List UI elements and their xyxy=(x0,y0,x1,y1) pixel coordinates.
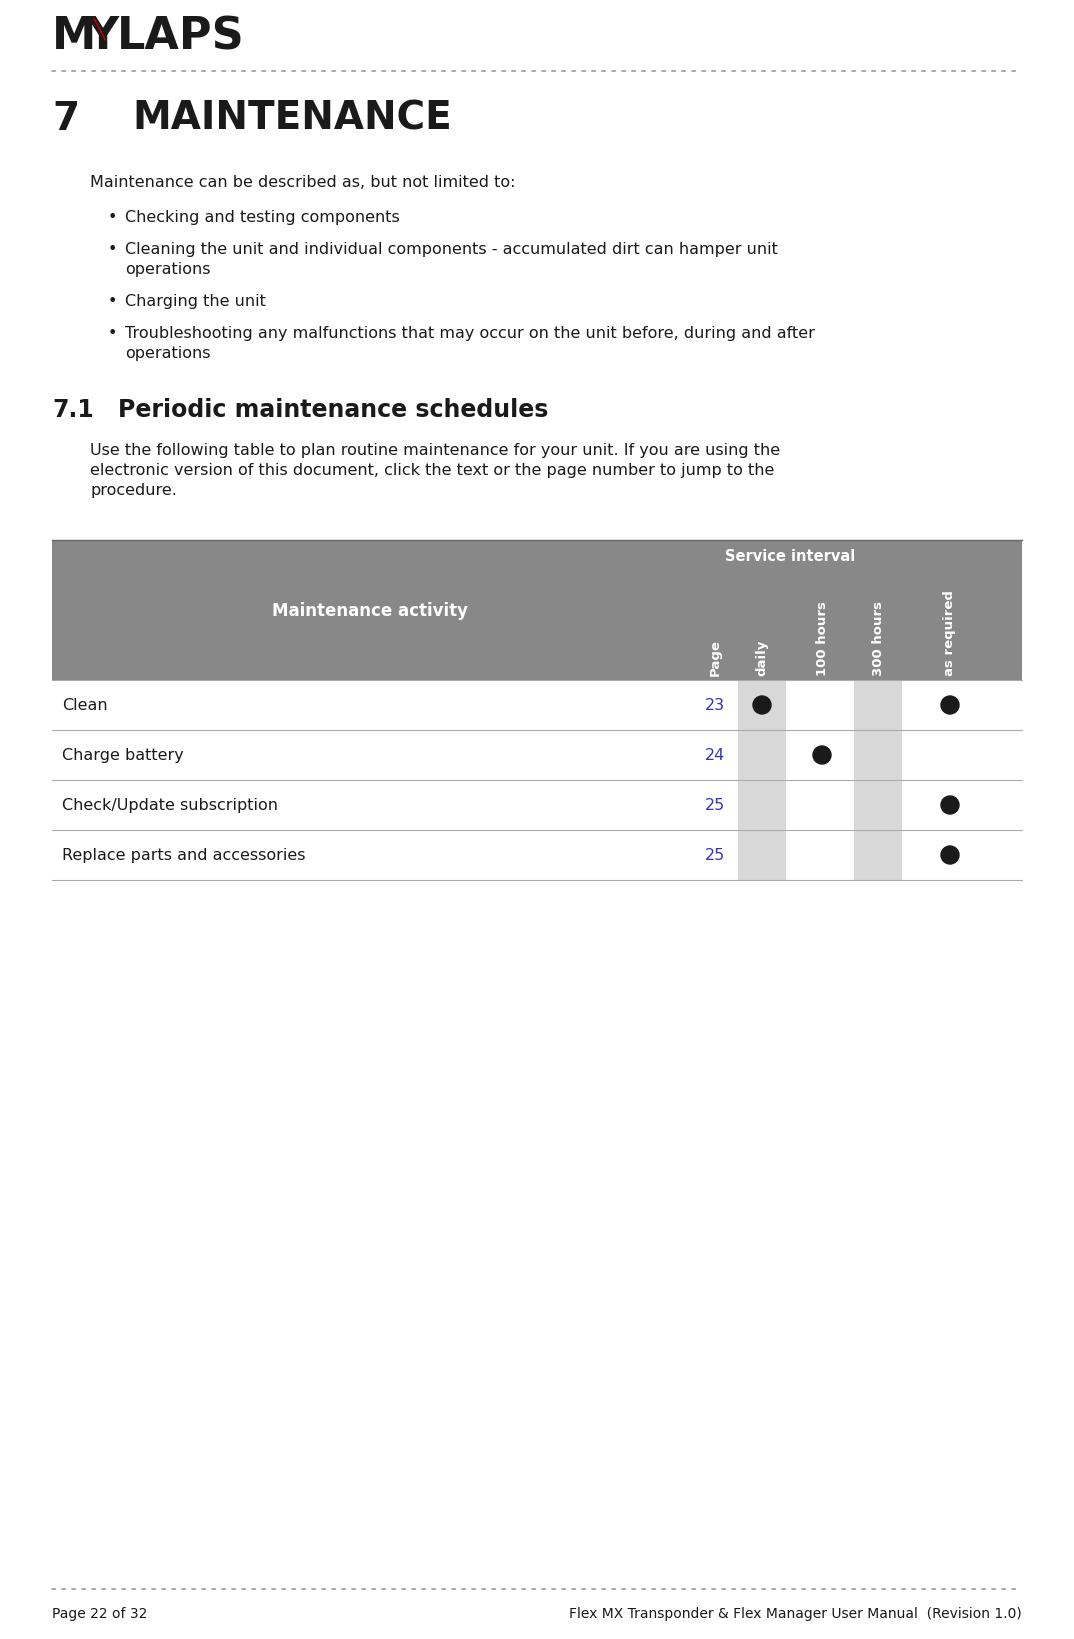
Text: Page: Page xyxy=(709,639,722,675)
Bar xyxy=(738,780,786,831)
Text: Periodic maintenance schedules: Periodic maintenance schedules xyxy=(118,398,549,421)
Text: •: • xyxy=(108,293,117,308)
Bar xyxy=(52,780,1022,831)
Text: 300 hours: 300 hours xyxy=(871,600,885,675)
Text: •: • xyxy=(108,210,117,225)
Text: Maintenance activity: Maintenance activity xyxy=(272,602,468,620)
Text: •: • xyxy=(108,326,117,341)
Bar xyxy=(738,831,786,880)
Bar xyxy=(52,731,1022,780)
Text: procedure.: procedure. xyxy=(90,484,177,498)
Text: operations: operations xyxy=(125,346,211,361)
Text: 24: 24 xyxy=(705,747,725,764)
Text: Flex MX Transponder & Flex Manager User Manual  (Revision 1.0): Flex MX Transponder & Flex Manager User … xyxy=(569,1606,1022,1619)
Text: 23: 23 xyxy=(705,698,725,713)
Text: 100 hours: 100 hours xyxy=(815,602,828,675)
Circle shape xyxy=(753,697,771,715)
Circle shape xyxy=(941,797,959,815)
Text: as required: as required xyxy=(943,590,957,675)
Text: Clean: Clean xyxy=(62,698,107,713)
Text: electronic version of this document, click the text or the page number to jump t: electronic version of this document, cli… xyxy=(90,462,774,477)
Bar xyxy=(854,731,902,780)
Text: 25: 25 xyxy=(705,847,725,864)
Bar xyxy=(52,541,1022,680)
Bar xyxy=(854,780,902,831)
Text: Y: Y xyxy=(86,15,118,57)
Bar xyxy=(52,680,1022,731)
Circle shape xyxy=(941,697,959,715)
Text: 7: 7 xyxy=(52,100,79,138)
Text: Cleaning the unit and individual components - accumulated dirt can hamper unit: Cleaning the unit and individual compone… xyxy=(125,243,778,257)
Text: operations: operations xyxy=(125,262,211,277)
Bar xyxy=(738,731,786,780)
Circle shape xyxy=(813,746,831,764)
Text: Page 22 of 32: Page 22 of 32 xyxy=(52,1606,147,1619)
Circle shape xyxy=(941,846,959,864)
Bar xyxy=(854,831,902,880)
Text: ╲: ╲ xyxy=(95,20,105,41)
Text: 7.1: 7.1 xyxy=(52,398,93,421)
Text: Charging the unit: Charging the unit xyxy=(125,293,266,308)
Text: •: • xyxy=(108,243,117,257)
Text: daily: daily xyxy=(755,639,769,675)
Text: Replace parts and accessories: Replace parts and accessories xyxy=(62,847,305,864)
Text: Use the following table to plan routine maintenance for your unit. If you are us: Use the following table to plan routine … xyxy=(90,443,780,457)
Text: Maintenance can be described as, but not limited to:: Maintenance can be described as, but not… xyxy=(90,175,516,190)
Text: 25: 25 xyxy=(705,798,725,813)
Text: MAINTENANCE: MAINTENANCE xyxy=(132,100,452,138)
Text: Charge battery: Charge battery xyxy=(62,747,184,764)
Text: LAPS: LAPS xyxy=(117,15,245,57)
Text: Service interval: Service interval xyxy=(725,549,855,564)
Text: Check/Update subscription: Check/Update subscription xyxy=(62,798,278,813)
Bar xyxy=(854,680,902,731)
Text: M: M xyxy=(52,15,97,57)
Bar xyxy=(52,831,1022,880)
Text: Checking and testing components: Checking and testing components xyxy=(125,210,400,225)
Bar xyxy=(738,680,786,731)
Text: Troubleshooting any malfunctions that may occur on the unit before, during and a: Troubleshooting any malfunctions that ma… xyxy=(125,326,815,341)
